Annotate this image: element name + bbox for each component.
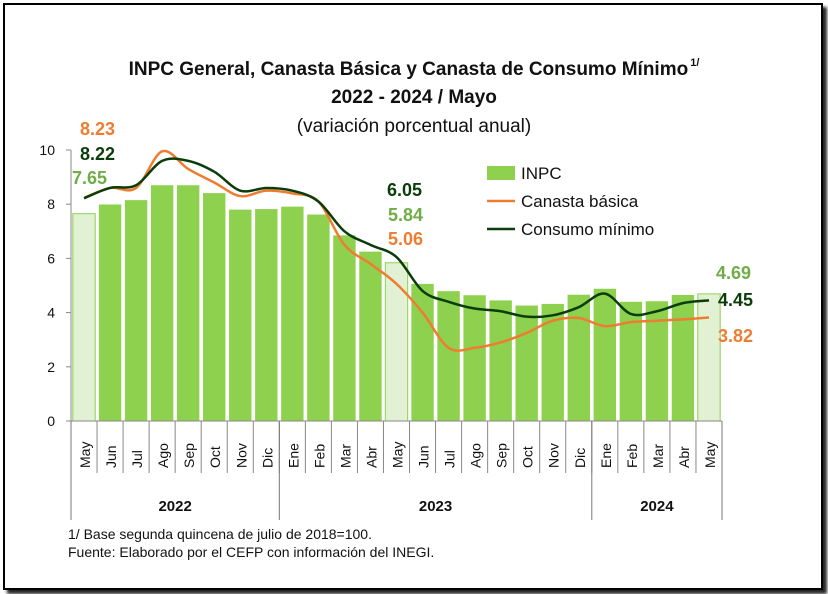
year-label: 2023 bbox=[419, 498, 452, 515]
y-tick-label: 0 bbox=[47, 413, 55, 429]
y-tick-label: 4 bbox=[47, 305, 55, 321]
bar-inpc bbox=[515, 305, 538, 421]
data-label: 6.05 bbox=[387, 180, 422, 200]
x-tick-label: Jun bbox=[416, 445, 432, 468]
x-tick-label: Feb bbox=[311, 444, 327, 468]
y-tick-label: 8 bbox=[47, 196, 55, 212]
bar-inpc bbox=[645, 301, 669, 421]
chart-notes: 1/ Base segunda quincena de julio de 201… bbox=[68, 525, 434, 561]
x-tick-label: Nov bbox=[233, 443, 249, 468]
x-tick-label: Nov bbox=[546, 443, 562, 468]
x-tick-label: May bbox=[77, 442, 93, 468]
x-tick-label: Ago bbox=[155, 443, 171, 468]
x-tick-label: Ago bbox=[468, 443, 484, 468]
data-label: 4.69 bbox=[716, 263, 751, 283]
bar-inpc bbox=[697, 293, 721, 422]
bar-inpc bbox=[229, 209, 252, 421]
line-consumo-minimo bbox=[83, 157, 710, 319]
x-tick-label: Ene bbox=[598, 443, 614, 468]
line-canasta-basica bbox=[83, 149, 710, 352]
x-tick-label: Jul bbox=[442, 450, 458, 468]
bar-inpc bbox=[359, 251, 382, 421]
bar-inpc bbox=[384, 262, 409, 422]
bar-inpc bbox=[619, 301, 643, 421]
bar-inpc bbox=[255, 209, 278, 421]
x-tick-label: Mar bbox=[337, 444, 353, 468]
legend-label: INPC bbox=[521, 164, 562, 183]
bar-inpc bbox=[541, 303, 564, 421]
x-tick-label: Ene bbox=[285, 443, 301, 468]
title-footnote-marker: 1/ bbox=[690, 57, 700, 69]
bar-inpc bbox=[489, 300, 512, 421]
chart-title-period: 2022 - 2024 / Mayo bbox=[331, 87, 497, 108]
x-tick-label: Sep bbox=[181, 443, 197, 468]
bar-inpc bbox=[98, 204, 122, 421]
x-tick-label: Dic bbox=[572, 448, 588, 468]
chart-subtitle: (variación porcentual anual) bbox=[296, 116, 532, 137]
data-label: 8.23 bbox=[80, 119, 115, 139]
legend-label: Canasta básica bbox=[521, 192, 639, 211]
chart-title: INPC General, Canasta Básica y Canasta d… bbox=[128, 57, 700, 80]
x-tick-label: Feb bbox=[624, 444, 640, 468]
footnote: 1/ Base segunda quincena de julio de 201… bbox=[68, 526, 372, 542]
bar-inpc bbox=[150, 185, 174, 421]
data-label: 5.06 bbox=[388, 229, 423, 249]
legend-swatch-inpc bbox=[487, 166, 515, 180]
x-tick-label: Sep bbox=[494, 443, 510, 468]
data-label: 7.65 bbox=[72, 168, 107, 188]
bar-inpc bbox=[411, 283, 434, 421]
x-tick-label: Abr bbox=[676, 446, 692, 468]
x-tick-label: Dic bbox=[259, 448, 275, 468]
bar-inpc bbox=[437, 291, 460, 421]
bar-inpc bbox=[463, 295, 486, 421]
bar-inpc bbox=[671, 294, 695, 421]
x-tick-label: Mar bbox=[650, 444, 666, 468]
data-label: 4.45 bbox=[718, 290, 753, 310]
bar-inpc bbox=[593, 288, 617, 421]
x-tick-label: Abr bbox=[363, 446, 379, 468]
data-label: 5.84 bbox=[388, 205, 423, 225]
data-label: 8.22 bbox=[80, 144, 115, 164]
data-label: 3.82 bbox=[718, 326, 753, 346]
x-tick-label: Oct bbox=[207, 446, 223, 468]
y-tick-label: 6 bbox=[47, 250, 55, 266]
bar-inpc bbox=[307, 214, 330, 421]
year-label: 2024 bbox=[640, 498, 674, 515]
legend-label: Consumo mínimo bbox=[521, 220, 654, 239]
x-tick-label: Jun bbox=[103, 445, 119, 468]
bar-inpc bbox=[176, 185, 200, 421]
bar-inpc bbox=[72, 213, 96, 422]
y-tick-label: 10 bbox=[39, 142, 55, 158]
bar-inpc bbox=[567, 294, 590, 421]
x-tick-label: Oct bbox=[520, 446, 536, 468]
source-note: Fuente: Elaborado por el CEFP con inform… bbox=[68, 544, 435, 560]
year-label: 2022 bbox=[158, 498, 191, 515]
y-tick-label: 2 bbox=[47, 359, 55, 375]
x-tick-label: Jul bbox=[129, 450, 145, 468]
bar-inpc bbox=[281, 206, 304, 421]
x-tick-label: May bbox=[390, 442, 406, 468]
bar-inpc bbox=[333, 235, 356, 421]
x-tick-label: May bbox=[702, 442, 718, 468]
bar-inpc bbox=[203, 193, 226, 421]
plot-area: 0 2 4 6 8 10 May Jun Jul Ago Sep Oct Nov Dic Ene Feb Mar… bbox=[39, 119, 753, 520]
bar-inpc bbox=[124, 200, 148, 421]
